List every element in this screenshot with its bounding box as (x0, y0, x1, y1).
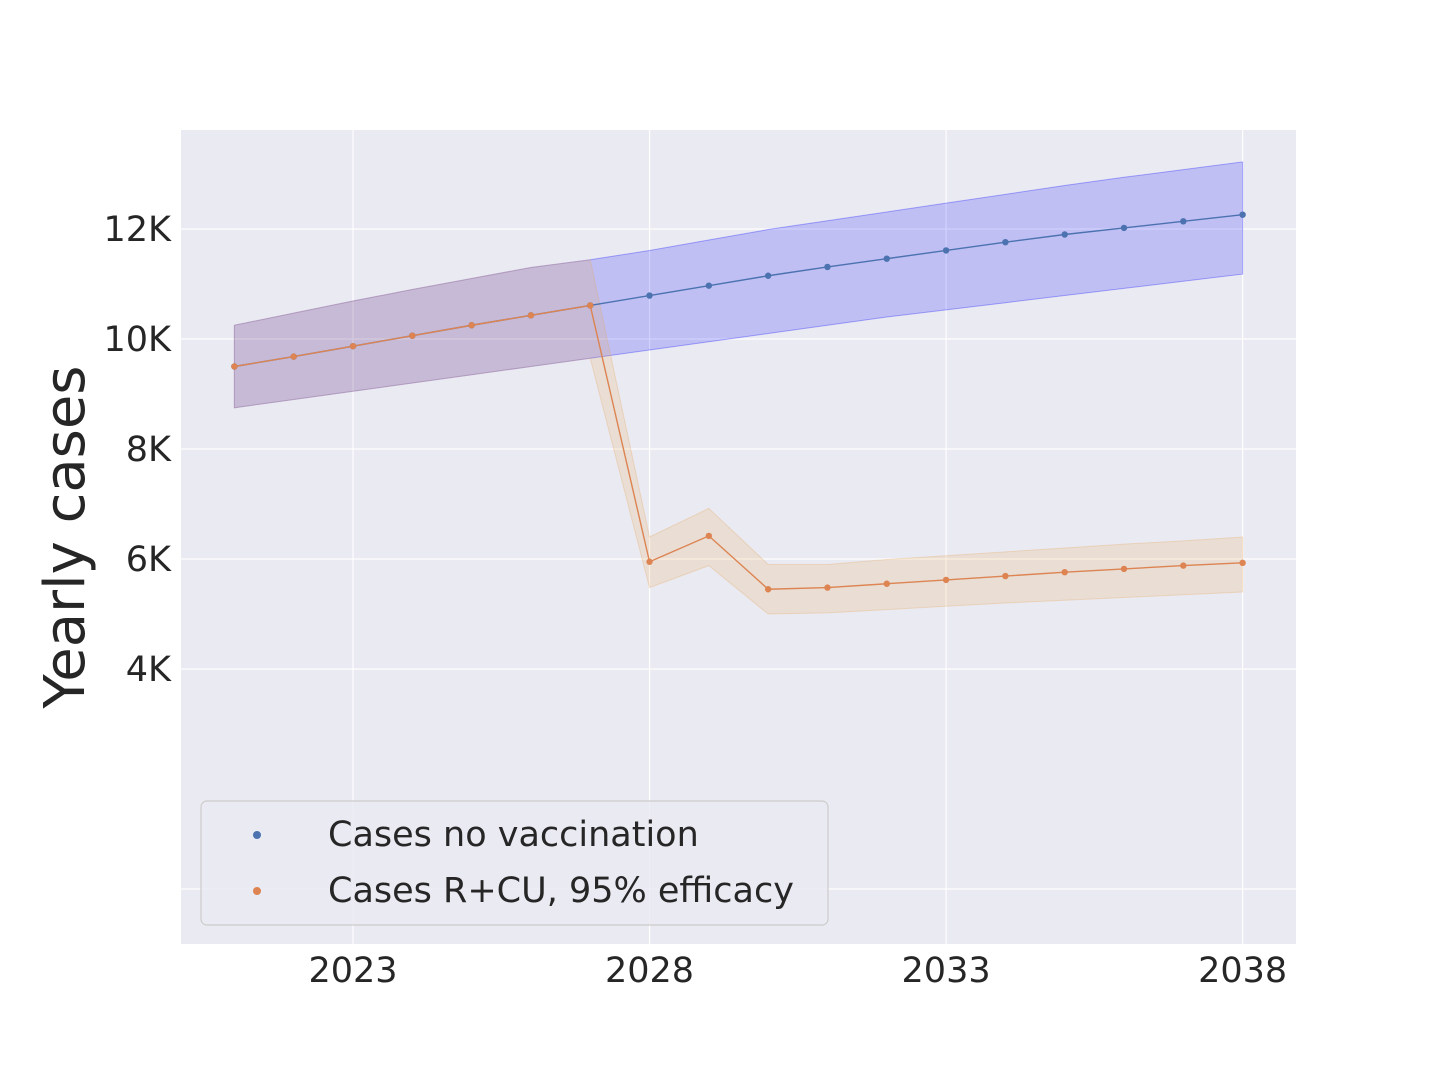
legend-box (200, 800, 829, 926)
data-point-0-2031 (824, 263, 831, 271)
legend-label-no-vaccination: Cases no vaccination (328, 815, 699, 855)
data-point-1-2025 (468, 322, 475, 329)
confidence-band-0 (233, 161, 1244, 409)
data-point-1-2036 (1120, 565, 1128, 573)
x-tick-labels: 2023 2028 2033 2038 (308, 951, 1287, 991)
data-point-0-2036 (1120, 224, 1128, 232)
x-tick-label-2028: 2028 (605, 951, 694, 991)
data-point-0-2028 (646, 292, 653, 299)
data-point-1-2035 (1061, 569, 1068, 576)
data-point-1-2023 (349, 342, 357, 350)
data-point-1-2037 (1180, 562, 1187, 569)
data-point-1-2031 (824, 584, 831, 591)
data-point-1-2022 (290, 353, 297, 360)
data-point-0-2035 (1061, 231, 1068, 238)
legend: Cases no vaccination Cases R+CU, 95% eff… (200, 800, 829, 926)
data-point-0-2037 (1180, 218, 1187, 225)
y-tick-label-8K: 8K (126, 430, 172, 470)
y-axis-title: Yearly cases (33, 366, 98, 710)
data-point-0-2032 (883, 255, 890, 262)
y-tick-label-12K: 12K (104, 210, 173, 250)
x-tick-label-2038: 2038 (1198, 951, 1287, 991)
data-point-0-2038 (1239, 211, 1246, 218)
legend-marker-rcu (253, 887, 261, 895)
data-point-1-2038 (1239, 559, 1246, 567)
data-point-1-2033 (942, 576, 950, 584)
data-point-1-2024 (409, 332, 416, 339)
series-lines (234, 214, 1243, 590)
data-point-1-2029 (705, 532, 713, 540)
series-points (231, 211, 1246, 593)
data-point-1-2032 (883, 580, 890, 587)
y-tick-labels: 4K 6K 8K 10K 12K (104, 210, 173, 690)
y-tick-label-10K: 10K (104, 320, 173, 360)
data-point-0-2034 (1002, 239, 1009, 246)
confidence-band-1 (233, 259, 1244, 615)
data-point-1-2030 (764, 586, 772, 593)
x-tick-label-2033: 2033 (902, 951, 991, 991)
data-point-0-2029 (705, 282, 713, 289)
data-point-1-2028 (646, 558, 653, 565)
x-tick-label-2023: 2023 (308, 951, 397, 991)
y-tick-label-6K: 6K (126, 540, 172, 580)
data-point-1-2027 (587, 302, 594, 309)
data-point-1-2034 (1002, 572, 1009, 580)
data-point-0-2030 (764, 272, 772, 279)
data-point-1-2021 (231, 363, 238, 370)
confidence-bands (233, 161, 1244, 615)
y-tick-label-4K: 4K (126, 650, 172, 690)
legend-label-rcu: Cases R+CU, 95% efficacy (328, 871, 794, 911)
data-point-0-2033 (942, 247, 950, 254)
series-line-1 (234, 304, 1243, 590)
data-point-1-2026 (527, 312, 535, 319)
legend-marker-no-vaccination (253, 831, 261, 839)
